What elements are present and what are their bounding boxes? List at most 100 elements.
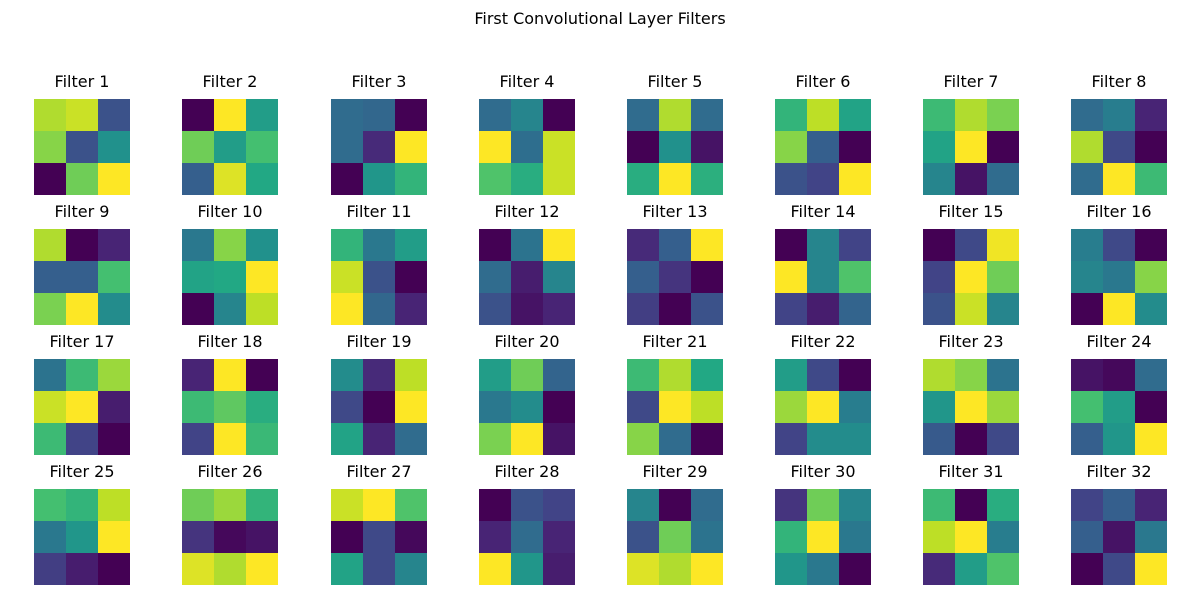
filter-cell-r0-c0 <box>627 489 659 521</box>
filter-cell-r2-c1 <box>1103 163 1135 195</box>
filter-cell-r2-c2 <box>543 163 575 195</box>
filter-heatmap <box>182 99 278 195</box>
filter-cell-r1-c0 <box>775 391 807 423</box>
filter-cell-r1-c2 <box>691 391 723 423</box>
filter-cell-r2-c0 <box>331 423 363 455</box>
filter-cell-r2-c1 <box>214 423 246 455</box>
filter-cell-r0-c1 <box>807 229 839 261</box>
filter-cell-r0-c1 <box>66 229 98 261</box>
filter-title: Filter 19 <box>346 332 412 351</box>
filter-cell-r0-c2 <box>246 489 278 521</box>
filter-cell-r0-c2 <box>691 359 723 391</box>
filter-cell-r1-c0 <box>923 521 955 553</box>
filter-cell-r2-c2 <box>691 293 723 325</box>
filter-cell-r2-c1 <box>511 423 543 455</box>
filter-cell-r0-c2 <box>98 489 130 521</box>
filter-cell-r0-c2 <box>543 359 575 391</box>
filter-cell-r2-c1 <box>511 293 543 325</box>
filter-cell-r1-c2 <box>1135 261 1167 293</box>
filter-cell-r0-c2 <box>98 99 130 131</box>
filter-cell-r2-c2 <box>987 423 1019 455</box>
filter-cell-r0-c2 <box>987 229 1019 261</box>
filter-heatmap <box>331 229 427 325</box>
filter-heatmap <box>479 99 575 195</box>
filter-cell-r1-c0 <box>182 131 214 163</box>
filter-cell-r0-c2 <box>987 99 1019 131</box>
filter-cell-r2-c0 <box>182 163 214 195</box>
filter-heatmap <box>479 489 575 585</box>
filter-cell-r0-c2 <box>543 229 575 261</box>
filter-cell-r1-c2 <box>987 261 1019 293</box>
filter-cell-r2-c2 <box>691 423 723 455</box>
filter-cell-r2-c1 <box>214 293 246 325</box>
filter-heatmap <box>331 359 427 455</box>
filter-title: Filter 8 <box>1091 72 1147 91</box>
filter-title: Filter 23 <box>938 332 1004 351</box>
filter-cell-r1-c1 <box>659 131 691 163</box>
filter-cell-r1-c1 <box>1103 391 1135 423</box>
filter-title: Filter 12 <box>494 202 560 221</box>
filter-cell-r0-c0 <box>775 359 807 391</box>
filter-cell-r0-c2 <box>691 229 723 261</box>
filter-cell-r2-c2 <box>987 293 1019 325</box>
filter-title: Filter 14 <box>790 202 856 221</box>
filter-cell-r0-c1 <box>363 99 395 131</box>
filter-cell-r1-c0 <box>479 521 511 553</box>
filter-cell-r1-c1 <box>955 261 987 293</box>
filter-cell-r1-c2 <box>839 391 871 423</box>
filter-cell-r1-c2 <box>246 391 278 423</box>
filter-cell-r0-c1 <box>807 99 839 131</box>
filter-cell-r1-c2 <box>543 131 575 163</box>
filter-cell-r2-c0 <box>1071 163 1103 195</box>
filter-cell-r2-c0 <box>331 293 363 325</box>
filter-cell-r2-c2 <box>98 553 130 585</box>
filter-cell-r1-c0 <box>182 261 214 293</box>
filter-heatmap <box>1071 489 1167 585</box>
filter-cell-r2-c2 <box>1135 293 1167 325</box>
filter-cell-r0-c2 <box>543 489 575 521</box>
filter-cell-r0-c0 <box>479 99 511 131</box>
filter-heatmap <box>331 489 427 585</box>
filter-cell-r0-c0 <box>331 229 363 261</box>
filter-cell-r1-c2 <box>1135 391 1167 423</box>
filter-cell-r2-c2 <box>98 293 130 325</box>
filter-cell-r0-c0 <box>775 99 807 131</box>
filter-cell-r2-c0 <box>627 163 659 195</box>
filter-cell-r2-c2 <box>98 423 130 455</box>
filter-cell-r2-c0 <box>34 553 66 585</box>
filter-cell-r1-c1 <box>955 131 987 163</box>
filter-cell-r1-c2 <box>543 521 575 553</box>
filter-heatmap <box>182 229 278 325</box>
filter-cell-r0-c1 <box>1103 229 1135 261</box>
filter-cell-r2-c0 <box>775 423 807 455</box>
filter-cell-r1-c2 <box>543 391 575 423</box>
filter-heatmap <box>923 229 1019 325</box>
filter-cell-r0-c1 <box>214 229 246 261</box>
filter-cell-r1-c1 <box>363 391 395 423</box>
filter-cell-r0-c2 <box>839 229 871 261</box>
filter-cell-r1-c1 <box>214 261 246 293</box>
filter-cell-r0-c1 <box>955 359 987 391</box>
filter-cell-r2-c0 <box>331 163 363 195</box>
filter-heatmap <box>34 229 130 325</box>
filter-cell-r0-c1 <box>66 489 98 521</box>
filter-cell-r0-c0 <box>627 359 659 391</box>
filter-cell-r1-c1 <box>66 131 98 163</box>
filter-cell-r2-c0 <box>775 163 807 195</box>
filter-cell-r1-c2 <box>691 131 723 163</box>
filter-cell-r0-c1 <box>363 359 395 391</box>
filter-cell-r2-c2 <box>543 423 575 455</box>
filter-cell-r1-c1 <box>511 131 543 163</box>
filter-cell-r1-c0 <box>923 131 955 163</box>
filter-cell-r0-c2 <box>395 359 427 391</box>
filter-cell-r2-c0 <box>182 293 214 325</box>
filter-heatmap <box>1071 359 1167 455</box>
filter-cell-r0-c1 <box>214 99 246 131</box>
filter-heatmap <box>479 229 575 325</box>
filter-heatmap <box>775 229 871 325</box>
filter-cell-r0-c1 <box>659 99 691 131</box>
filter-cell-r0-c0 <box>479 359 511 391</box>
filter-cell-r0-c2 <box>1135 229 1167 261</box>
filter-cell-r2-c1 <box>214 553 246 585</box>
filter-cell-r1-c0 <box>182 521 214 553</box>
